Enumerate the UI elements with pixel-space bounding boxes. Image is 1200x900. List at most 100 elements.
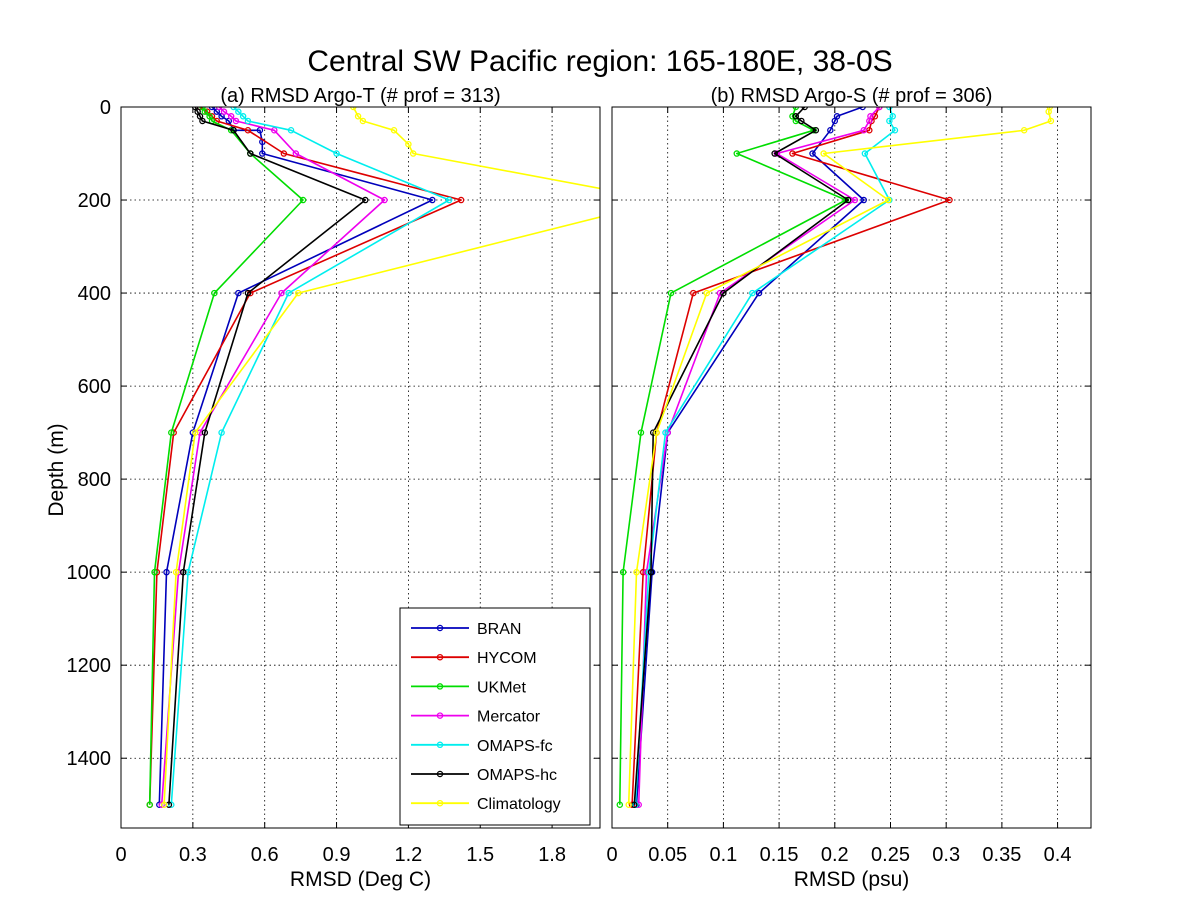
legend-item-omaps-hc: OMAPS-hc [411,767,557,784]
panel-b-data-point-hycom [789,150,796,157]
panel-a-data-point-bran [163,568,170,576]
panel-a-data-point-hycom [457,196,465,204]
panel-b-xtick-label: 0.35 [982,844,1021,866]
panel-a-data-point-hycom [280,150,288,157]
legend-label: Mercator [477,709,541,726]
panel-a-series [146,107,600,808]
panel-a-data-point-omaps-fc [244,117,252,125]
panel-a-data-point-ukmet [211,289,218,297]
panel-b-data-point-bran [827,127,834,134]
panel-b-data-point-omaps-hc [647,568,655,576]
legend-box [399,607,591,826]
panel-b-data-point-mercator [851,196,859,204]
panel-b-data-point-bran [860,196,868,204]
panel-a-data-point-climatology [172,568,180,576]
panel-a-data-point-mercator [158,801,165,808]
panel-a-xtick-label: 0.6 [251,844,279,866]
panel-a-xtick-label: 0.3 [179,844,207,866]
panel-a-ytick-label: 600 [78,376,111,398]
panel-b-series-climatology [625,107,1055,808]
panel-b-data-point-hycom [946,196,953,204]
panel-a-data-point-mercator [292,150,300,157]
panel-a-ytick-label: 1400 [67,748,112,770]
figure-title: Central SW Pacific region: 165-180E, 38-… [307,45,892,78]
panel-a-ytick-label: 1200 [67,655,112,677]
legend-swatch-marker [436,683,444,690]
panel-b-data-point-mercator [866,117,873,125]
panel-b-data-point-ukmet [733,150,741,157]
panel-b-data-point-climatology [1045,108,1052,115]
panel-a-xtick-label: 0.9 [323,844,351,866]
panel-a-data-point-omaps-fc [285,289,292,297]
panel-a-ytick-label: 0 [100,97,111,119]
panel-b-salinity: 0 0.05 0.1 0.15 0.2 0.25 0.3 0.35 0.4 (b) RMSD A… [606,85,1092,891]
panel-b-data-point-hycom [871,113,879,120]
panel-a-x-axis-label: RMSD (Deg C) [290,868,431,891]
panel-b-data-point-mercator [860,127,868,134]
legend-item-ukmet: UKMet [411,679,526,696]
panel-a-data-point-omaps-fc [168,801,175,808]
panel-a-series-omaps-hc [165,107,369,808]
panel-b-data-point-omaps-hc [812,127,820,134]
panel-b-data-point-omaps-hc [792,113,800,120]
legend-label: Climatology [477,796,561,813]
panel-b-xtick-label: 0.05 [648,844,687,866]
panel-a-ticks: 0 0.3 0.6 0.9 1.2 1.5 1.8 0 200 400 600 800 1000 1200… [67,97,600,866]
panel-b-data-point-climatology [820,150,827,157]
legend-swatch-marker [436,770,444,778]
panel-a-data-point-omaps-hc [180,568,187,576]
panel-b-xtick-label: 0.3 [932,844,960,866]
panel-b-data-point-omaps-hc [771,150,778,157]
panel-a-frame [120,106,601,829]
panel-a-ytick-label: 400 [78,283,111,305]
legend-item-hycom: HYCOM [411,650,537,667]
panel-a-data-point-omaps-fc [445,196,453,204]
panel-a-xtick-label: 1.8 [538,844,566,866]
panel-a-data-point-ukmet [201,108,209,115]
y-axis-label: Depth (m) [45,423,68,516]
panel-b-data-point-omaps-fc [749,289,756,297]
panel-a-title: (a) RMSD Argo-T (# prof = 313) [220,85,500,107]
panel-b-data-point-climatology [703,289,710,297]
panel-a-data-point-ukmet [151,568,158,576]
panel-a-data-point-omaps-fc [235,108,242,115]
panel-a-data-point-ukmet [299,196,307,204]
legend-swatch-marker [436,799,444,807]
legend-swatch-marker [436,653,444,661]
panel-a-data-point-climatology [409,150,417,157]
panel-a-data-point-omaps-fc [287,127,295,134]
panel-b-data-point-hycom [690,289,697,297]
panel-b-title: (b) RMSD Argo-S (# prof = 306) [711,85,993,107]
panel-b-data-point-ukmet [637,429,645,436]
panel-a-data-point-climatology [294,289,302,297]
panel-b-data-point-climatology [633,568,640,576]
panel-b-frame [611,106,1092,829]
panel-a-data-point-omaps-hc [230,127,237,134]
panel-a-data-point-omaps-hc [362,196,369,204]
panel-b-data-point-climatology [885,196,892,204]
panel-b-grid [612,107,1091,828]
legend-item-mercator: Mercator [411,709,541,726]
panel-a-data-point-ukmet [168,429,175,436]
panel-b-data-point-ukmet [667,289,675,297]
panel-a-data-point-climatology [160,801,168,808]
panel-b-xtick-label: 0.25 [871,844,910,866]
panel-a-data-point-climatology [390,127,398,134]
legend-entries: BRAN HYCOM UKMet Mercator OMAPS-fc OMAPS-hc Cl… [411,621,561,813]
panel-b-data-point-climatology [653,429,660,436]
legend-item-climatology: Climatology [411,796,561,813]
panel-a-data-point-bran [429,196,436,204]
panel-a-xtick-label: 1.2 [394,844,422,866]
legend-label: HYCOM [477,650,537,667]
panel-a-data-point-ukmet [146,801,153,808]
legend-label: BRAN [477,621,521,638]
panel-b-series-omaps-hc [631,107,852,808]
panel-a-data-point-omaps-fc [333,150,340,157]
panel-b-data-point-omaps-fc [662,429,669,436]
panel-b-series-line-climatology [627,107,1052,805]
legend-item-omaps-fc: OMAPS-fc [411,738,553,755]
panel-b-xtick-label: 0.4 [1044,844,1072,866]
panel-a-data-point-mercator [232,117,240,125]
panel-b-data-point-omaps-hc [798,117,805,125]
